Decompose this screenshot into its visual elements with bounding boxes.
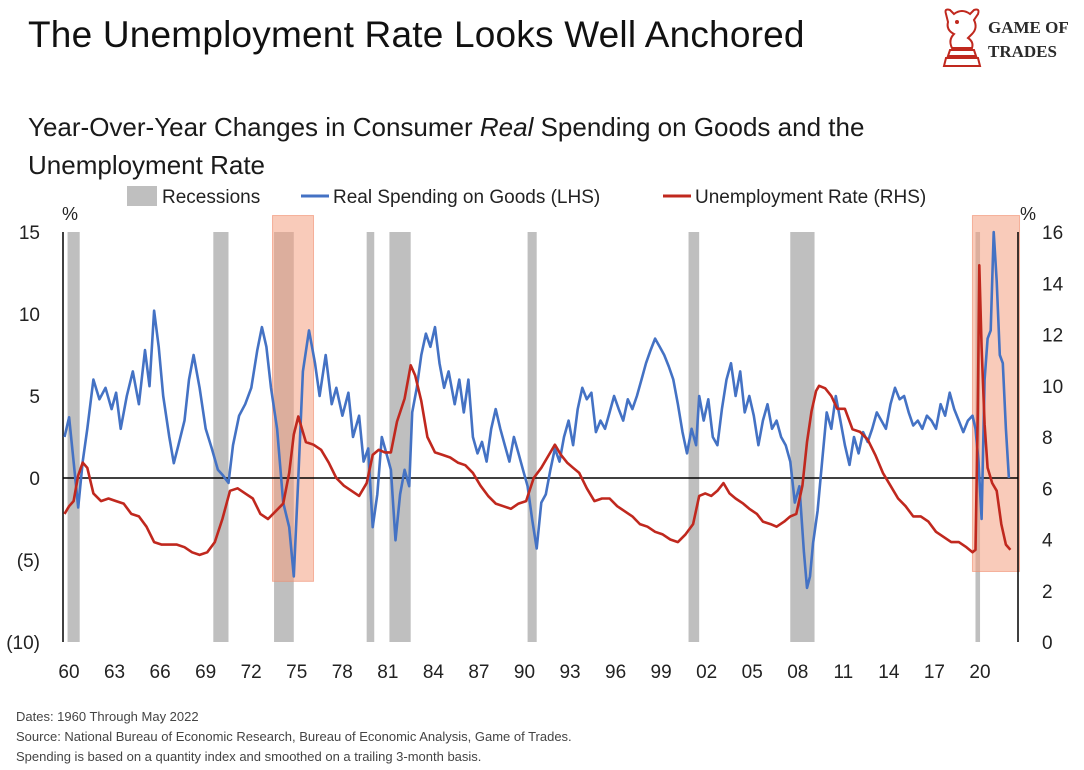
x-tick-label: 99 bbox=[651, 662, 672, 683]
x-tick-label: 14 bbox=[878, 662, 900, 683]
x-tick-label: 66 bbox=[150, 662, 171, 683]
right-tick-label: 8 bbox=[1042, 428, 1053, 449]
logo-line-2: TRADES bbox=[988, 42, 1057, 61]
recession-band bbox=[527, 232, 537, 642]
chart-legend: Recessions Real Spending on Goods (LHS) Un… bbox=[127, 186, 926, 208]
x-tick-label: 69 bbox=[195, 662, 216, 683]
subtitle-italic: Real bbox=[479, 112, 534, 142]
subtitle-part-2: Spending on Goods and the bbox=[533, 112, 865, 142]
series-line-unemployment-rate bbox=[63, 264, 1012, 557]
x-tick-label: 05 bbox=[742, 662, 763, 683]
recession-band bbox=[389, 232, 411, 642]
x-tick-label: 02 bbox=[696, 662, 717, 683]
right-axis-unit: % bbox=[1020, 204, 1036, 224]
left-tick-label: 5 bbox=[29, 387, 40, 408]
x-tick-label: 60 bbox=[58, 662, 79, 683]
right-tick-label: 10 bbox=[1042, 377, 1063, 398]
chart: Recessions Real Spending on Goods (LHS) Un… bbox=[6, 186, 1064, 683]
recession-band bbox=[790, 232, 815, 642]
x-tick-label: 87 bbox=[468, 662, 489, 683]
bull-knight-chess-icon bbox=[942, 8, 982, 67]
recession-band bbox=[67, 232, 80, 642]
legend-label-unemployment: Unemployment Rate (RHS) bbox=[695, 187, 926, 208]
x-tick-label: 84 bbox=[423, 662, 445, 683]
logo-line-1: GAME OF bbox=[988, 18, 1069, 37]
legend-label-spending: Real Spending on Goods (LHS) bbox=[333, 187, 600, 208]
right-tick-label: 14 bbox=[1042, 274, 1064, 295]
footer-source: Source: National Bureau of Economic Rese… bbox=[16, 729, 572, 744]
left-tick-label: (10) bbox=[6, 633, 40, 654]
chart-footer: Dates: 1960 Through May 2022 Source: Nat… bbox=[16, 707, 572, 767]
x-tick-label: 93 bbox=[559, 662, 580, 683]
chart-series bbox=[63, 230, 1012, 590]
legend-label-recessions: Recessions bbox=[162, 187, 260, 208]
x-tick-label: 20 bbox=[969, 662, 990, 683]
legend-swatch-recessions bbox=[127, 186, 157, 206]
subtitle-part-1: Year-Over-Year Changes in Consumer bbox=[28, 112, 480, 142]
x-tick-label: 81 bbox=[377, 662, 398, 683]
x-tick-label: 63 bbox=[104, 662, 125, 683]
footer-dates: Dates: 1960 Through May 2022 bbox=[16, 709, 199, 724]
series-line-real-spending bbox=[63, 230, 1011, 590]
left-tick-label: 0 bbox=[29, 469, 40, 490]
x-tick-label: 17 bbox=[924, 662, 945, 683]
left-tick-label: 10 bbox=[19, 305, 40, 326]
footer-note: Spending is based on a quantity index an… bbox=[16, 749, 482, 764]
left-tick-label: 15 bbox=[19, 223, 40, 244]
right-tick-label: 4 bbox=[1042, 531, 1053, 552]
chart-subtitle: Year-Over-Year Changes in Consumer Real … bbox=[28, 108, 1028, 184]
x-tick-label: 11 bbox=[833, 662, 853, 683]
page-title: The Unemployment Rate Looks Well Anchore… bbox=[28, 14, 805, 55]
recession-band bbox=[213, 232, 229, 642]
x-tick-label: 78 bbox=[332, 662, 353, 683]
left-axis-unit: % bbox=[62, 204, 78, 224]
x-tick-label: 96 bbox=[605, 662, 626, 683]
right-tick-label: 12 bbox=[1042, 326, 1063, 347]
right-tick-label: 6 bbox=[1042, 479, 1053, 500]
x-tick-label: 08 bbox=[787, 662, 808, 683]
subtitle-line-2: Unemployment Rate bbox=[28, 150, 265, 180]
recession-band bbox=[366, 232, 375, 642]
right-tick-label: 0 bbox=[1042, 633, 1053, 654]
x-tick-label: 90 bbox=[514, 662, 535, 683]
left-tick-label: (5) bbox=[17, 551, 40, 572]
brand-logo: GAME OF TRADES bbox=[938, 4, 1069, 74]
x-tick-label: 72 bbox=[241, 662, 262, 683]
right-tick-label: 16 bbox=[1042, 223, 1063, 244]
highlight-box bbox=[272, 215, 315, 582]
right-tick-label: 2 bbox=[1042, 582, 1053, 603]
x-tick-label: 75 bbox=[286, 662, 307, 683]
